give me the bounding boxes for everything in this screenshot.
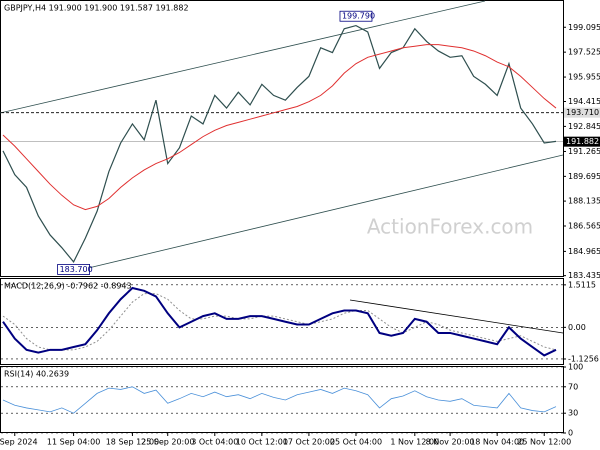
y-tick-label: 0.00	[568, 323, 586, 332]
y-tick-label: 188.135	[568, 197, 600, 206]
price-line	[2, 24, 557, 264]
annotation-box	[339, 10, 373, 22]
macd-line	[2, 286, 557, 357]
y-tick-label: 183.435	[568, 271, 600, 280]
x-tick-label: 17 Oct 20:00	[283, 438, 335, 447]
x-tick-label: 25 Nov 12:00	[517, 438, 571, 447]
current-label-box	[564, 136, 600, 147]
macd-panel	[0, 278, 564, 365]
level-label: 193.710	[566, 108, 599, 117]
watermark: ActionForex.com	[367, 215, 533, 239]
rsi-line	[2, 386, 557, 414]
x-tick-label: 1 Nov 12:00	[390, 438, 439, 447]
y-tick-label: 191.265	[568, 147, 600, 156]
y-tick-label: -1.1256	[568, 354, 599, 363]
macd-signal	[2, 293, 557, 351]
price-panel	[0, 0, 564, 277]
y-tick-label: 30	[568, 409, 578, 418]
channel-upper	[0, 0, 486, 114]
macd-title: MACD(12,26,9) -0.7962 -0.8943	[4, 282, 132, 291]
y-tick-label: 197.525	[568, 48, 600, 57]
y-tick-label: 0	[568, 429, 573, 438]
y-tick-label: 186.565	[568, 222, 600, 231]
x-tick-label: 18 Nov 04:00	[470, 438, 524, 447]
annotation-label: 199.790	[342, 12, 375, 21]
annotation-label: 183.700	[60, 265, 93, 274]
y-tick-label: 70	[568, 382, 578, 391]
y-tick-label: 195.955	[568, 73, 600, 82]
y-tick-label: 189.695	[568, 172, 600, 181]
rsi-panel	[0, 366, 564, 433]
y-tick-label: 199.095	[568, 23, 600, 32]
annotation-box	[57, 264, 90, 275]
current-label: 191.882	[566, 137, 599, 146]
x-tick-label: 25 Oct 04:00	[330, 438, 382, 447]
x-tick-label: 8 Nov 20:00	[426, 438, 475, 447]
x-tick-label: 3 Oct 04:00	[191, 438, 238, 447]
level-label-box	[564, 107, 600, 118]
x-tick-label: 3 Sep 2024	[0, 438, 38, 447]
moving-average	[2, 44, 557, 211]
y-tick-label: 184.965	[568, 247, 600, 256]
y-tick-label: 1.5115	[568, 280, 596, 289]
y-tick-label: 100	[568, 363, 583, 372]
macd-trendline	[349, 299, 564, 334]
x-tick-label: 18 Sep 12:00	[106, 438, 159, 447]
x-tick-label: 10 Oct 12:00	[236, 438, 288, 447]
x-tick-label: 11 Sep 04:00	[47, 438, 100, 447]
channel-lower	[79, 154, 564, 271]
y-tick-label: 194.415	[568, 97, 600, 106]
chart-title: GBPJPY,H4 191.900 191.900 191.587 191.88…	[4, 4, 189, 13]
x-tick-label: 25 Sep 20:00	[141, 438, 194, 447]
y-tick-label: 192.845	[568, 122, 600, 131]
rsi-title: RSI(14) 40.2639	[4, 370, 69, 379]
